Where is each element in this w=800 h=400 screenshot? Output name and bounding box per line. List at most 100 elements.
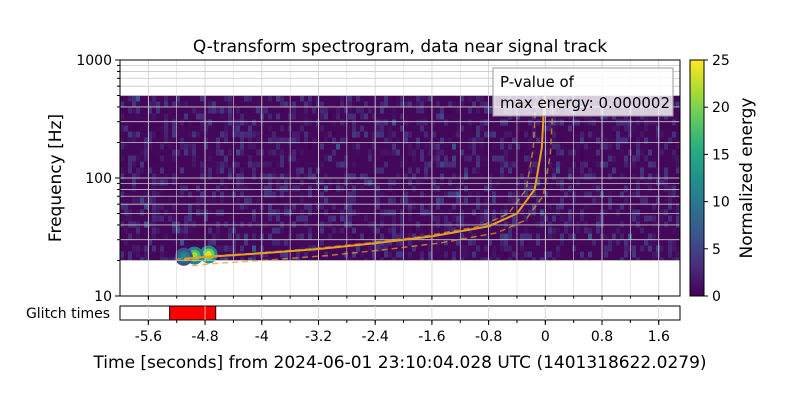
heatmap-cell bbox=[676, 245, 680, 252]
colorbar-tick-label: 20 bbox=[712, 100, 730, 116]
heatmap-cell bbox=[560, 161, 564, 168]
heatmap-cell bbox=[408, 197, 412, 204]
heatmap-cell bbox=[532, 155, 536, 162]
heatmap-cell bbox=[200, 167, 204, 174]
heatmap-cell bbox=[356, 137, 360, 144]
heatmap-cell bbox=[396, 233, 400, 240]
heatmap-cell bbox=[188, 203, 192, 210]
heatmap-cell bbox=[396, 197, 400, 204]
heatmap-cell bbox=[620, 173, 624, 180]
heatmap-cell bbox=[320, 113, 324, 120]
heatmap-cell bbox=[352, 257, 356, 261]
heatmap-cell bbox=[648, 185, 652, 192]
heatmap-cell bbox=[516, 113, 520, 120]
heatmap-cell bbox=[528, 125, 532, 132]
heatmap-cell bbox=[416, 221, 420, 228]
heatmap-cell bbox=[136, 101, 140, 108]
heatmap-cell bbox=[548, 251, 552, 258]
heatmap-cell bbox=[548, 185, 552, 192]
heatmap-cell bbox=[336, 227, 340, 234]
heatmap-cell bbox=[672, 149, 676, 156]
heatmap-cell bbox=[584, 143, 588, 150]
heatmap-cell bbox=[256, 161, 260, 168]
heatmap-cell bbox=[472, 251, 476, 258]
heatmap-cell bbox=[660, 149, 664, 156]
heatmap-cell bbox=[448, 209, 452, 216]
heatmap-cell bbox=[616, 125, 620, 132]
heatmap-cell bbox=[344, 221, 348, 228]
heatmap-cell bbox=[232, 119, 236, 126]
heatmap-cell bbox=[528, 209, 532, 216]
heatmap-cell bbox=[320, 203, 324, 210]
heatmap-cell bbox=[232, 125, 236, 132]
heatmap-cell bbox=[276, 209, 280, 216]
heatmap-cell bbox=[408, 215, 412, 222]
heatmap-cell bbox=[580, 167, 584, 174]
heatmap-cell bbox=[364, 233, 368, 240]
heatmap-cell bbox=[380, 119, 384, 126]
heatmap-cell bbox=[464, 245, 468, 252]
heatmap-cell bbox=[340, 113, 344, 120]
heatmap-cell bbox=[616, 209, 620, 216]
heatmap-cell bbox=[128, 221, 132, 228]
heatmap-cell bbox=[596, 203, 600, 210]
heatmap-cell bbox=[624, 239, 628, 246]
heatmap-cell bbox=[200, 161, 204, 168]
heatmap-cell bbox=[360, 185, 364, 192]
heatmap-cell bbox=[560, 203, 564, 210]
heatmap-cell bbox=[212, 191, 216, 198]
colorbar-tick-label: 15 bbox=[712, 147, 730, 163]
heatmap-cell bbox=[500, 167, 504, 174]
heatmap-cell bbox=[180, 185, 184, 192]
heatmap-cell bbox=[468, 149, 472, 156]
heatmap-cell bbox=[336, 101, 340, 108]
heatmap-cell bbox=[528, 251, 532, 258]
heatmap-cell bbox=[544, 191, 548, 198]
heatmap-cell bbox=[592, 131, 596, 138]
heatmap-cell bbox=[456, 107, 460, 114]
heatmap-cell bbox=[376, 119, 380, 126]
heatmap-cell bbox=[196, 131, 200, 138]
heatmap-cell bbox=[524, 191, 528, 198]
heatmap-cell bbox=[524, 239, 528, 246]
heatmap-cell bbox=[392, 209, 396, 216]
heatmap-cell bbox=[176, 233, 180, 240]
heatmap-cell bbox=[380, 203, 384, 210]
heatmap-cell bbox=[276, 239, 280, 246]
heatmap-cell bbox=[184, 233, 188, 240]
heatmap-cell bbox=[372, 173, 376, 180]
heatmap-cell bbox=[240, 233, 244, 240]
heatmap-cell bbox=[632, 173, 636, 180]
heatmap-cell bbox=[356, 149, 360, 156]
heatmap-cell bbox=[308, 101, 312, 108]
heatmap-cell bbox=[468, 209, 472, 216]
heatmap-cell bbox=[248, 125, 252, 132]
heatmap-cell bbox=[492, 197, 496, 204]
heatmap-cell bbox=[628, 239, 632, 246]
heatmap-cell bbox=[280, 239, 284, 246]
heatmap-cell bbox=[400, 95, 404, 102]
heatmap-cell bbox=[520, 233, 524, 240]
heatmap-cell bbox=[340, 185, 344, 192]
heatmap-cell bbox=[140, 209, 144, 216]
heatmap-cell bbox=[292, 131, 296, 138]
heatmap-cell bbox=[660, 131, 664, 138]
heatmap-cell bbox=[352, 233, 356, 240]
heatmap-cell bbox=[520, 251, 524, 258]
heatmap-cell bbox=[436, 185, 440, 192]
heatmap-cell bbox=[408, 155, 412, 162]
heatmap-cell bbox=[672, 143, 676, 150]
heatmap-cell bbox=[652, 173, 656, 180]
x-tick-label: -5.6 bbox=[135, 329, 162, 345]
heatmap-cell bbox=[176, 221, 180, 228]
heatmap-cell bbox=[540, 257, 544, 261]
heatmap-cell bbox=[120, 143, 124, 150]
heatmap-cell bbox=[556, 167, 560, 174]
heatmap-cell bbox=[436, 197, 440, 204]
heatmap-cell bbox=[544, 173, 548, 180]
heatmap-cell bbox=[148, 101, 152, 108]
annotation-box bbox=[492, 67, 674, 117]
heatmap-cell bbox=[576, 143, 580, 150]
heatmap-cell bbox=[664, 113, 668, 120]
x-tick-label: -3.2 bbox=[305, 329, 332, 345]
